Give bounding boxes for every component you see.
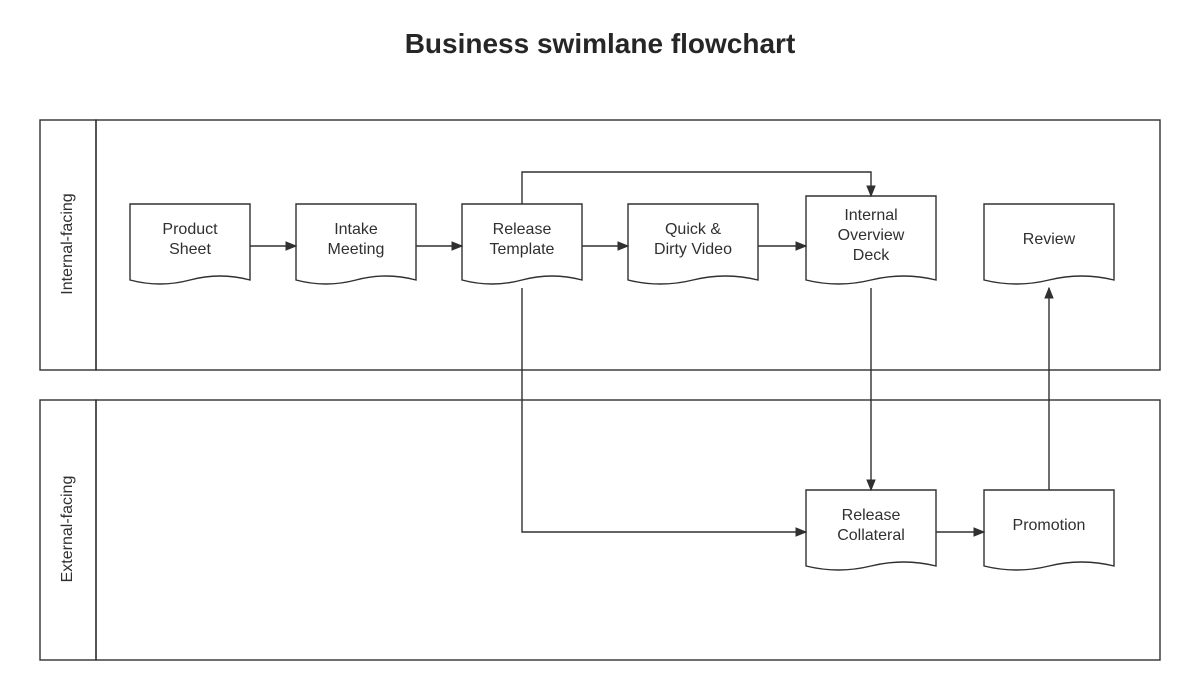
arrowhead-e9	[1045, 288, 1053, 298]
node-label-promotion: Promotion	[984, 490, 1114, 562]
node-label-overview-deck: Internal Overview Deck	[806, 196, 936, 276]
node-label-review: Review	[984, 204, 1114, 276]
node-label-product-sheet: Product Sheet	[130, 204, 250, 276]
arrowhead-e4	[796, 242, 806, 250]
arrowhead-e3	[618, 242, 628, 250]
lane-label-internal: Internal-facing	[59, 144, 77, 344]
node-label-release-template: Release Template	[462, 204, 582, 276]
arrowhead-e5	[867, 186, 875, 196]
edge-e7	[522, 288, 806, 532]
node-label-release-collat: Release Collateral	[806, 490, 936, 562]
arrowhead-e1	[286, 242, 296, 250]
node-label-quick-dirty: Quick & Dirty Video	[628, 204, 758, 276]
lane-label-external: External-facing	[59, 429, 77, 629]
arrowhead-e7	[796, 528, 806, 536]
flowchart-svg	[0, 0, 1200, 700]
node-label-intake-meeting: Intake Meeting	[296, 204, 416, 276]
arrowhead-e8	[974, 528, 984, 536]
arrowhead-e2	[452, 242, 462, 250]
arrowhead-e6	[867, 480, 875, 490]
